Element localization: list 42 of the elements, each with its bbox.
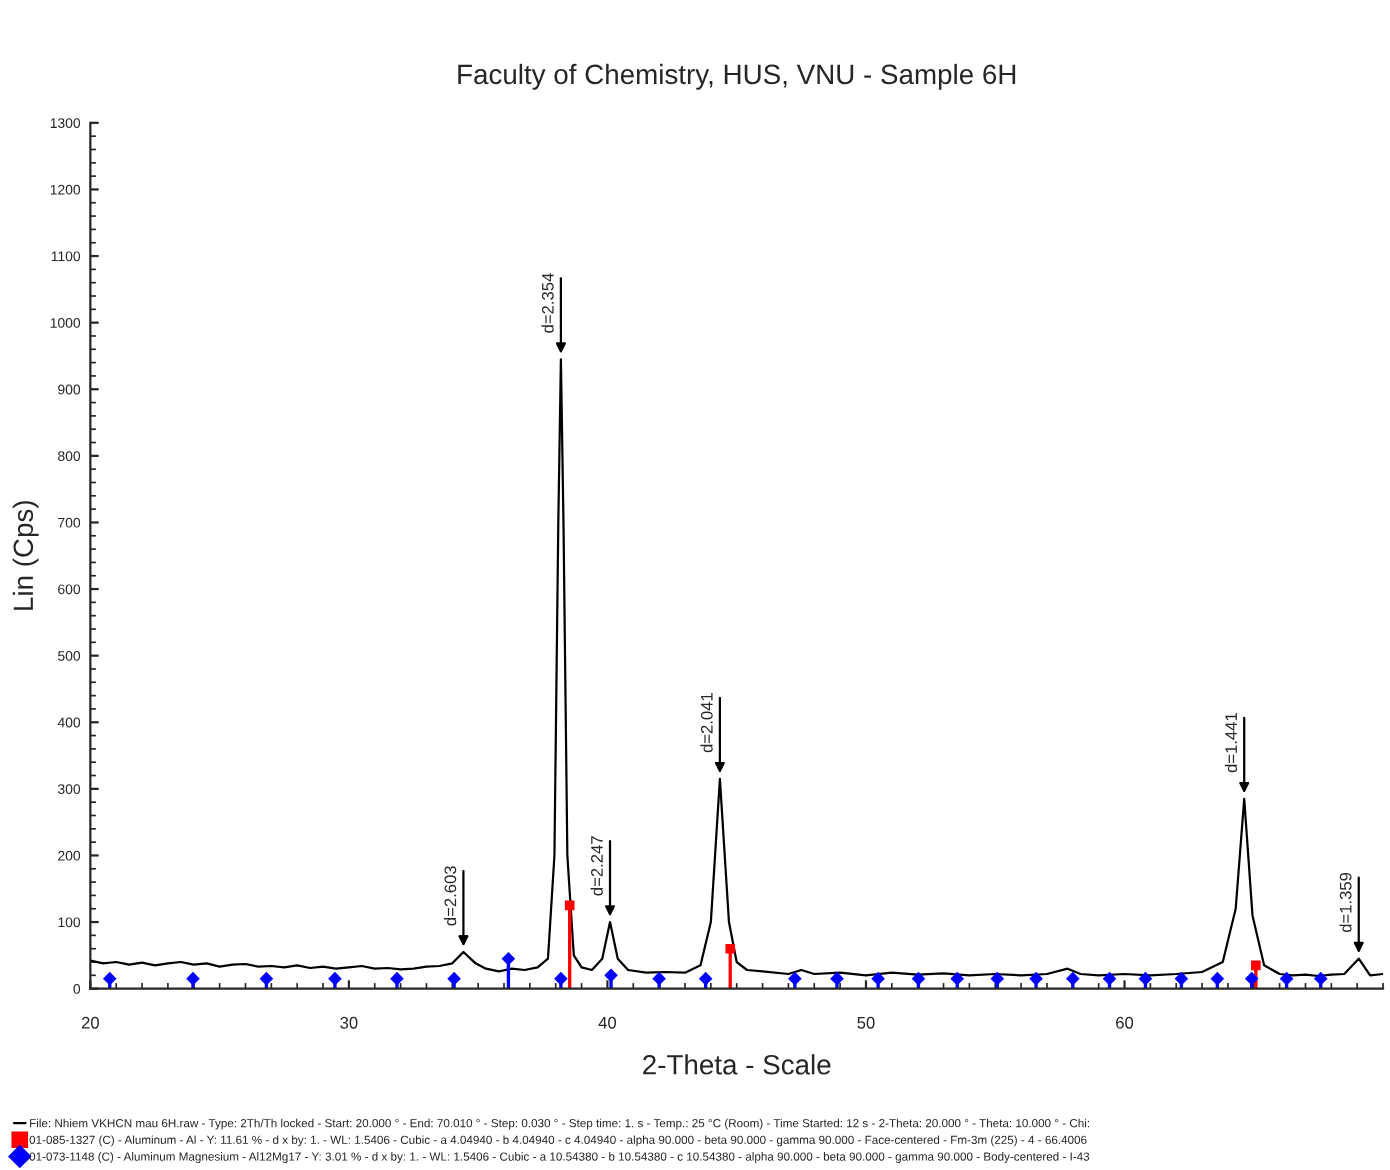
- point: [1210, 971, 1225, 986]
- point: [447, 971, 461, 986]
- point: [1174, 971, 1189, 986]
- x-tick-label: 40: [598, 1016, 617, 1029]
- annotation: d=2.041: [700, 693, 713, 753]
- point: [725, 943, 736, 954]
- point: [390, 971, 404, 986]
- point: [1279, 971, 1294, 986]
- point: [788, 971, 802, 986]
- point: [911, 971, 926, 986]
- point: [652, 971, 666, 986]
- point: [830, 971, 844, 986]
- point: [1313, 971, 1328, 986]
- point: [990, 971, 1005, 986]
- annotation: d=2.247: [590, 836, 603, 896]
- x-tick-label: 20: [81, 1016, 99, 1029]
- point: [1251, 960, 1261, 971]
- point: [186, 971, 200, 986]
- x-tick-label: 60: [1116, 1016, 1134, 1029]
- x-axis-title: 2-Theta - Scale: [643, 1054, 831, 1075]
- point: [1066, 971, 1080, 986]
- point: [554, 971, 568, 986]
- x-tick-label: 30: [340, 1016, 358, 1029]
- annotation: d=2.603: [444, 866, 457, 926]
- point: [259, 971, 274, 986]
- point: [1029, 971, 1043, 986]
- point: [950, 971, 965, 986]
- point: [501, 951, 516, 966]
- annotation: d=1.441: [1224, 713, 1238, 773]
- point: [102, 971, 117, 986]
- point: [1138, 971, 1153, 986]
- point: [328, 971, 342, 986]
- point: [1102, 971, 1117, 986]
- chart-title: Faculty of Chemistry, HUS, VNU - Sample 6H: [458, 63, 1016, 90]
- point: [698, 971, 713, 986]
- y-axis-title: Lin (Cps): [12, 501, 39, 610]
- point: [1244, 971, 1259, 986]
- point: [604, 968, 618, 983]
- point: [871, 971, 885, 986]
- x-tick-label: 50: [857, 1016, 875, 1029]
- annotation: d=2.354: [541, 273, 554, 333]
- annotation: d=1.359: [1339, 872, 1352, 933]
